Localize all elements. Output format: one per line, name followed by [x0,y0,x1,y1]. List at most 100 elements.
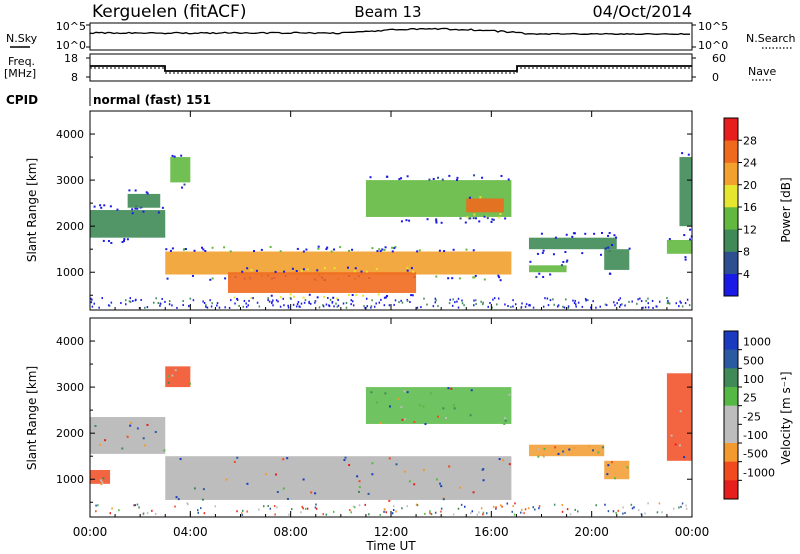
power-noise-speckle [640,300,643,303]
velocity-echo-speckle [503,422,506,425]
velocity-echo-speckle [479,462,482,465]
power-echo-speckle [560,264,563,267]
power-echo-speckle [540,232,543,235]
time-tick-label: 20:00 [574,525,609,539]
power-noise-speckle [585,299,587,302]
time-tick-label: 16:00 [474,525,509,539]
nsky-tick-low: 10^0 [56,39,86,52]
velocity-noise-speckle [300,511,302,514]
power-echo-speckle [615,236,618,239]
colorbar-block [724,424,738,444]
velocity-noise-speckle [506,502,509,505]
velocity-noise-speckle [476,513,478,516]
velocity-echo-speckle [187,462,190,465]
power-noise-speckle [514,303,517,306]
power-noise-speckle [268,300,271,303]
velocity-echo-speckle [143,444,146,447]
power-noise-speckle [216,304,218,307]
power-noise-speckle [322,304,324,307]
power-noise-speckle [271,301,273,304]
power-echo-speckle [255,269,258,272]
power-noise-speckle [352,304,355,307]
velocity-echo-region-2 [165,366,191,388]
velocity-y-axis-label: Slant Range [km] [25,366,39,470]
power-colorbar-ticks: 4 8 12 16 20 24 28 [738,134,757,281]
power-echo-speckle [391,250,394,253]
power-echo-region-3 [165,251,512,275]
power-echo-speckle [609,272,612,275]
velocity-noise-speckle [109,512,112,515]
power-noise-speckle [299,305,301,308]
colorbar-tick-label: -1000 [743,466,775,479]
power-echo-speckle [535,276,538,279]
freq-tick-high: 18 [64,52,78,65]
power-echo-speckle [552,253,555,256]
power-echo-speckle [468,196,471,199]
power-noise-speckle [544,297,546,300]
power-echo-speckle [107,240,110,243]
power-noise-speckle [146,306,149,309]
velocity-echo-speckle [436,478,439,481]
power-noise-speckle [619,303,622,306]
nave-tick-high: 60 [712,52,726,65]
colorbar-tick-label: 25 [743,392,757,405]
velocity-noise-speckle [561,503,563,506]
velocity-echo-speckle [557,452,560,455]
power-noise-speckle [336,305,339,308]
power-echo-speckle [202,248,205,251]
colorbar-block [724,443,738,462]
velocity-echo-speckle [403,390,406,393]
power-echo-speckle [542,249,545,252]
power-echo-speckle [566,259,569,262]
velocity-noise-speckle [302,507,304,510]
power-echo-speckle [223,246,226,249]
power-noise-speckle [289,297,292,300]
velocity-echo-speckle [348,464,351,467]
power-echo-speckle [473,174,476,177]
power-noise-speckle [420,306,422,309]
colorbar-tick-label: 12 [743,223,757,236]
power-noise-speckle [618,299,620,302]
velocity-echo-speckle [591,449,594,452]
power-noise-speckle [529,304,531,307]
power-noise-speckle [168,303,171,306]
power-echo-speckle [302,268,305,271]
power-echo-speckle [274,270,277,273]
power-noise-speckle [256,301,259,304]
velocity-echo-speckle [142,437,145,440]
velocity-echo-speckle [310,491,313,494]
velocity-noise-speckle [471,510,474,513]
power-noise-speckle [375,302,377,305]
power-echo-speckle [209,278,212,281]
velocity-echo-speckle [562,450,565,453]
power-noise-speckle [205,304,207,307]
power-echo-speckle [435,221,438,224]
power-echo-speckle [157,211,160,214]
velocity-noise-speckle [520,511,522,514]
power-echo-speckle [102,239,105,242]
velocity-echo-speckle [103,446,106,449]
velocity-noise-speckle [142,512,145,515]
power-noise-speckle [228,306,231,309]
power-noise-speckle [383,304,386,307]
power-noise-speckle [171,304,173,307]
colorbar-tick-label: 100 [743,373,764,386]
velocity-noise-speckle [349,509,351,512]
colorbar-block [724,184,738,208]
velocity-echo-speckle [286,457,289,460]
power-echo-speckle [486,217,489,220]
power-noise-speckle [475,299,477,302]
power-noise-speckle [675,302,678,305]
velocity-noise-speckle [681,502,684,505]
velocity-echo-speckle [418,404,421,407]
power-noise-speckle [272,304,274,307]
freq-label-line2: [MHz] [4,67,36,80]
velocity-echo-speckle [472,491,475,494]
velocity-noise-speckle [576,510,579,513]
power-noise-speckle [619,297,621,300]
power-echo-speckle [541,251,544,254]
power-noise-speckle [309,302,312,305]
power-echo-speckle [441,178,444,181]
velocity-noise-speckle [661,511,663,514]
power-noise-speckle [549,299,552,302]
